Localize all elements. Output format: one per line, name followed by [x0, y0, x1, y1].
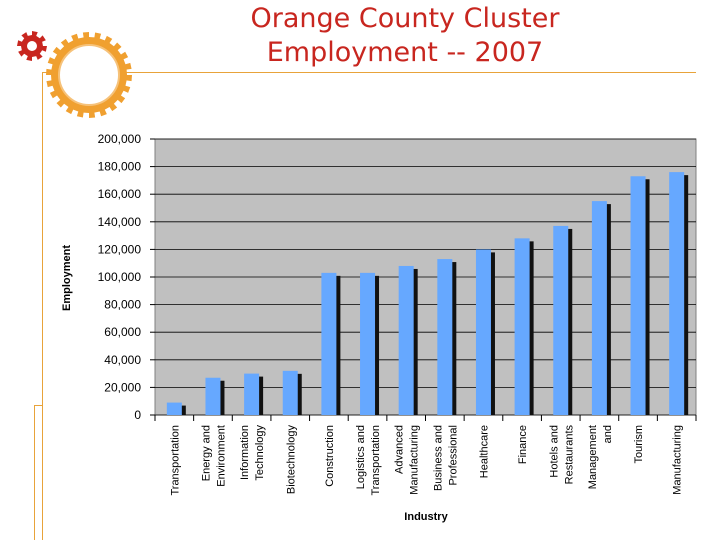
bar: [321, 272, 337, 415]
category-label-line: Management: [587, 425, 599, 489]
category-label-line: Technology: [254, 425, 266, 481]
y-tick-label: 80,000: [104, 298, 141, 312]
category-label-line: Energy and: [200, 425, 212, 481]
category-label: Biotechnology: [285, 425, 297, 495]
category-label: Healthcare: [478, 425, 490, 478]
category-label-line: Tourism: [633, 425, 645, 464]
category-label: Management and: [587, 425, 614, 489]
y-tick-label: 160,000: [98, 187, 142, 201]
bar: [437, 259, 453, 415]
category-label: Hotels and Restaurants: [548, 425, 575, 485]
y-tick-label: 40,000: [104, 353, 141, 367]
category-label: Finance: [517, 425, 529, 464]
y-tick-label: 20,000: [104, 380, 141, 394]
bar: [553, 225, 569, 415]
slide-title: Orange County Cluster Employment -- 2007: [180, 2, 630, 70]
gear-hole: [25, 39, 39, 53]
category-label: Logistics and Transportation: [355, 425, 382, 496]
bar: [398, 265, 414, 415]
x-axis-title: Industry: [404, 511, 448, 523]
bar: [166, 402, 182, 415]
category-label-line: Information: [239, 425, 251, 480]
gear-icon: [17, 31, 47, 61]
category-label-line: Business and: [432, 425, 444, 491]
category-label: Advanced Manufacturing: [394, 425, 421, 495]
vertical-rule-lower: [34, 405, 35, 540]
bar: [630, 176, 646, 415]
y-tick-label: 100,000: [98, 270, 142, 284]
category-label-line: Transportation: [169, 425, 181, 496]
category-label: Construction: [324, 425, 336, 487]
y-tick-label: 60,000: [104, 325, 141, 339]
category-label-line: Transportation: [370, 425, 382, 496]
category-label: Transportation: [169, 425, 181, 496]
category-label: Information Technology: [239, 425, 266, 481]
bar: [475, 249, 491, 415]
category-label: Business and Professional: [432, 425, 459, 491]
category-label-line: Finance: [517, 425, 529, 464]
vertical-rule: [42, 72, 43, 540]
category-label-line: Healthcare: [478, 425, 490, 478]
bar: [591, 201, 607, 415]
category-label: Tourism: [633, 425, 645, 464]
gear-icon: [46, 32, 132, 118]
category-label-line: Manufacturing: [409, 425, 421, 495]
title-line-1: Orange County Cluster: [250, 3, 560, 34]
category-label-line: Professional: [447, 425, 459, 486]
category-label-line: Restaurants: [563, 425, 575, 485]
bar: [514, 238, 530, 415]
y-tick-label: 0: [134, 408, 141, 422]
horizontal-rule: [42, 72, 696, 73]
category-label: Energy and Environment: [200, 425, 227, 487]
category-label-line: Biotechnology: [285, 425, 297, 495]
y-axis-title: Employment: [61, 245, 73, 311]
bar: [669, 172, 685, 415]
gear-hole: [58, 44, 120, 106]
category-label-line: Construction: [324, 425, 336, 487]
category-label-line: Manufacturing: [672, 425, 684, 495]
category-label-line: and: [602, 425, 614, 443]
y-tick-label: 200,000: [98, 132, 142, 146]
bar: [244, 373, 260, 415]
y-tick-label: 140,000: [98, 215, 142, 229]
category-label: Manufacturing: [672, 425, 684, 495]
bar: [282, 370, 298, 415]
title-line-2: Employment -- 2007: [266, 37, 544, 68]
bar: [360, 272, 376, 415]
bar: [205, 377, 221, 415]
category-label-line: Hotels and: [548, 425, 560, 478]
category-label-line: Environment: [215, 425, 227, 487]
rule-tick: [34, 405, 43, 406]
y-tick-label: 180,000: [98, 160, 142, 174]
category-label-line: Advanced: [394, 425, 406, 474]
y-tick-label: 120,000: [98, 242, 142, 256]
category-label-line: Logistics and: [355, 425, 367, 489]
